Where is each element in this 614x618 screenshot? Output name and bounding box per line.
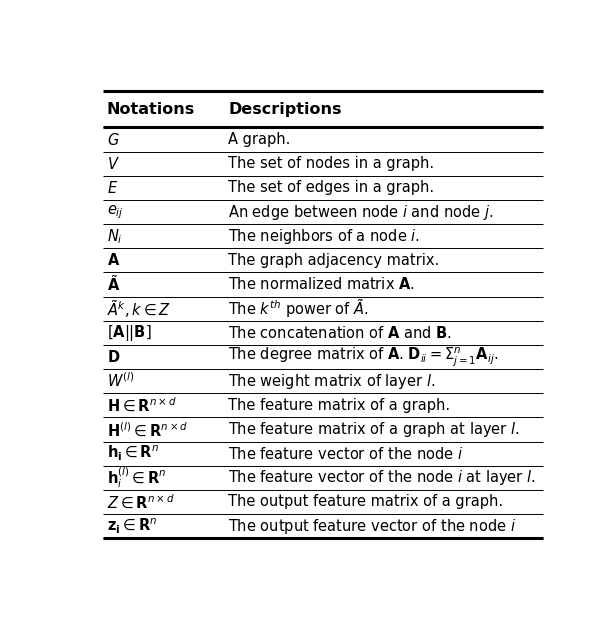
Text: The set of nodes in a graph.: The set of nodes in a graph. [228,156,434,171]
Text: The output feature matrix of a graph.: The output feature matrix of a graph. [228,494,503,509]
Text: The normalized matrix $\mathbf{A}$.: The normalized matrix $\mathbf{A}$. [228,276,415,292]
Text: $V$: $V$ [107,156,120,172]
Text: A graph.: A graph. [228,132,290,147]
Text: $\mathbf{h_i} \in \mathbf{R}^n$: $\mathbf{h_i} \in \mathbf{R}^n$ [107,444,159,464]
Text: $\mathbf{H} \in \mathbf{R}^{n\times d}$: $\mathbf{H} \in \mathbf{R}^{n\times d}$ [107,396,176,414]
Text: The output feature vector of the node $i$: The output feature vector of the node $i… [228,517,516,536]
Text: $\tilde{A}^k, k \in Z$: $\tilde{A}^k, k \in Z$ [107,298,171,320]
Text: The concatenation of $\mathbf{A}$ and $\mathbf{B}$.: The concatenation of $\mathbf{A}$ and $\… [228,325,452,341]
Text: The feature vector of the node $i$ at layer $l$.: The feature vector of the node $i$ at la… [228,468,536,487]
Text: $W^{(l)}$: $W^{(l)}$ [107,372,134,391]
Text: The set of edges in a graph.: The set of edges in a graph. [228,180,434,195]
Text: The graph adjacency matrix.: The graph adjacency matrix. [228,253,440,268]
Text: $\mathbf{h}_i^{(l)} \in \mathbf{R}^n$: $\mathbf{h}_i^{(l)} \in \mathbf{R}^n$ [107,465,166,490]
Text: $E$: $E$ [107,180,118,196]
Text: The $k^{th}$ power of $\tilde{A}$.: The $k^{th}$ power of $\tilde{A}$. [228,297,369,320]
Text: Descriptions: Descriptions [228,101,341,117]
Text: The degree matrix of $\mathbf{A}$. $\mathbf{D}_{ii} = \Sigma^n_{j=1}\mathbf{A}_{: The degree matrix of $\mathbf{A}$. $\mat… [228,345,499,368]
Text: The neighbors of a node $i$.: The neighbors of a node $i$. [228,227,420,246]
Text: $\mathbf{z_i} \in \mathbf{R}^n$: $\mathbf{z_i} \in \mathbf{R}^n$ [107,517,157,536]
Text: $\tilde{\mathbf{A}}$: $\tilde{\mathbf{A}}$ [107,274,120,294]
Text: $\mathbf{A}$: $\mathbf{A}$ [107,252,120,268]
Text: The feature matrix of a graph.: The feature matrix of a graph. [228,398,450,413]
Text: $G$: $G$ [107,132,119,148]
Text: $\mathbf{D}$: $\mathbf{D}$ [107,349,120,365]
Text: Notations: Notations [107,101,195,117]
Text: $[\mathbf{A}||\mathbf{B}]$: $[\mathbf{A}||\mathbf{B}]$ [107,323,151,343]
Text: The weight matrix of layer $l$.: The weight matrix of layer $l$. [228,371,435,391]
Text: An edge between node $i$ and node $j$.: An edge between node $i$ and node $j$. [228,203,494,221]
Text: $e_{ij}$: $e_{ij}$ [107,203,123,221]
Text: The feature matrix of a graph at layer $l$.: The feature matrix of a graph at layer $… [228,420,520,439]
Text: $Z \in \mathbf{R}^{n\times d}$: $Z \in \mathbf{R}^{n\times d}$ [107,493,174,511]
Text: The feature vector of the node $i$: The feature vector of the node $i$ [228,446,464,462]
Text: $N_i$: $N_i$ [107,227,122,245]
Text: $\mathbf{H}^{(l)} \in \mathbf{R}^{n\times d}$: $\mathbf{H}^{(l)} \in \mathbf{R}^{n\time… [107,420,188,438]
